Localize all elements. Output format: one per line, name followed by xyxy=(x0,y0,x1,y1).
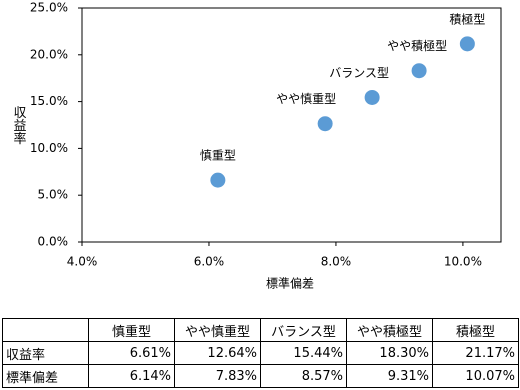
y-axis-label: 収益率 xyxy=(11,106,27,145)
x-tick-label: 6.0% xyxy=(194,255,225,269)
point xyxy=(210,172,226,188)
table-cell: 15.44% xyxy=(260,341,347,365)
table-cell: やや積極型 xyxy=(346,318,433,342)
table-cell: 積極型 xyxy=(432,318,519,342)
chart: 標準偏差 収益率 0.0% 5.0% 10.0% 15.0% 20.0% 25.0% 4.0… xyxy=(11,1,502,291)
point xyxy=(411,63,427,79)
table-cell: 収益率 xyxy=(2,341,89,365)
y-tick-label: 15.0% xyxy=(30,94,68,108)
point-label: バランス型 xyxy=(329,66,389,80)
table-cell: 標準偏差 xyxy=(2,364,89,388)
x-tick-label: 8.0% xyxy=(321,255,352,269)
table-cell: 18.30% xyxy=(346,341,433,365)
table-cell: バランス型 xyxy=(260,318,347,342)
x-axis-label: 標準偏差 xyxy=(266,276,314,291)
table-cell: やや慎重型 xyxy=(174,318,261,342)
x-tick-label: 4.0% xyxy=(67,255,98,269)
plot-border xyxy=(81,7,502,243)
table-cell: 21.17% xyxy=(432,341,519,365)
table-cell: 慎重型 xyxy=(88,318,175,342)
table-cell: 6.61% xyxy=(88,341,175,365)
y-tick-label: 20.0% xyxy=(30,47,68,61)
y-tick-label: 5.0% xyxy=(38,188,69,202)
point xyxy=(459,36,475,52)
table-cell: 7.83% xyxy=(174,364,261,388)
table-cell xyxy=(2,318,89,342)
point-label: やや積極型 xyxy=(387,38,447,53)
table-cell: 10.07% xyxy=(432,364,519,388)
point-label: 積極型 xyxy=(449,11,485,26)
data-table: 慎重型 やや慎重型 バランス型 やや積極型 積極型収益率 6.61% 12.64% 15.44… xyxy=(2,318,519,388)
table-cell: 6.14% xyxy=(88,364,175,388)
table-cell: 8.57% xyxy=(260,364,347,388)
point xyxy=(317,116,333,132)
y-tick-label: 10.0% xyxy=(30,141,68,155)
y-tick-label: 0.0% xyxy=(38,235,69,249)
point-label: 慎重型 xyxy=(200,149,236,163)
table-cell: 9.31% xyxy=(346,364,433,388)
x-tick-label: 10.0% xyxy=(444,255,482,269)
y-tick-label: 25.0% xyxy=(30,1,68,15)
point xyxy=(364,89,380,105)
table-cell: 12.64% xyxy=(174,341,261,365)
point-label: やや慎重型 xyxy=(276,92,336,106)
